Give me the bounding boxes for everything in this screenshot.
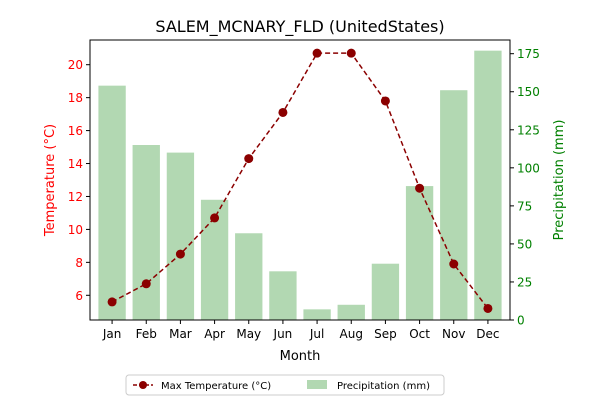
left-axis-tick-label: 12	[68, 190, 83, 204]
precipitation-bar-feb	[132, 145, 160, 320]
precipitation-bar-dec	[474, 50, 502, 321]
temperature-point-jun	[278, 107, 288, 117]
left-axis: 6 8 10 12 14 16 18 20	[68, 58, 90, 303]
temperature-point-jan	[107, 297, 117, 307]
right-axis-tick-label: 25	[517, 275, 532, 289]
precipitation-bar-jul	[303, 309, 331, 320]
temperature-point-oct	[415, 183, 425, 193]
right-axis-tick-label: 175	[517, 47, 540, 61]
precipitation-bars	[98, 50, 502, 321]
temperature-line	[107, 48, 493, 313]
right-axis-tick-label: 75	[517, 199, 532, 213]
temperature-point-aug	[346, 48, 356, 58]
left-axis-tick-label: 18	[68, 91, 83, 105]
temperature-point-may	[244, 154, 254, 164]
temperature-point-apr	[210, 213, 220, 223]
right-axis-tick-label: 0	[517, 314, 525, 328]
precipitation-bar-nov	[440, 90, 468, 320]
precipitation-bar-aug	[337, 304, 365, 320]
right-axis-tick-label: 100	[517, 161, 540, 175]
legend-marker-swatch	[139, 381, 147, 389]
left-axis-tick-label: 14	[68, 157, 83, 171]
right-axis-tick-label: 50	[517, 237, 532, 251]
temperature-point-feb	[141, 279, 151, 289]
x-axis-tick-label: Jul	[309, 327, 324, 341]
left-axis-tick-label: 16	[68, 124, 83, 138]
right-axis-tick-label: 150	[517, 85, 540, 99]
chart-title: SALEM_MCNARY_FLD (UnitedStates)	[155, 17, 444, 37]
x-axis-tick-label: Aug	[340, 327, 363, 341]
x-axis-tick-label: Dec	[476, 327, 499, 341]
legend: Max Temperature (°C) Precipitation (mm)	[125, 374, 445, 396]
x-axis-label: Month	[280, 349, 321, 364]
left-axis-tick-label: 10	[68, 223, 83, 237]
precipitation-bar-sep	[371, 263, 400, 320]
left-axis-tick-label: 6	[75, 289, 83, 303]
x-axis-tick-label: Mar	[169, 327, 192, 341]
precipitation-bar-may	[235, 233, 263, 320]
x-axis-tick-label: May	[236, 327, 261, 341]
legend-label-precipitation: Precipitation (mm)	[337, 381, 430, 392]
temperature-point-jul	[312, 48, 322, 58]
temperature-point-mar	[175, 249, 185, 259]
temperature-point-nov	[449, 259, 459, 269]
temperature-point-sep	[380, 96, 390, 106]
temperature-line-path	[111, 52, 489, 309]
left-axis-tick-label: 8	[75, 256, 83, 270]
x-axis-tick-label: Apr	[204, 327, 225, 341]
precipitation-bar-oct	[405, 186, 434, 320]
right-axis: 0 25 50 75 100 125 150 175	[510, 47, 540, 328]
x-axis-tick-label: Oct	[409, 327, 430, 341]
precipitation-bar-mar	[166, 152, 195, 320]
precipitation-bar-jan	[98, 85, 126, 320]
x-axis-tick-label: Jun	[273, 327, 293, 341]
x-axis-tick-label: Feb	[136, 327, 157, 341]
right-axis-label: Precipitation (mm)	[552, 120, 567, 241]
legend-box	[125, 374, 445, 396]
precipitation-bar-jun	[269, 271, 297, 320]
plot-frame	[89, 39, 511, 321]
x-axis-tick-label: Sep	[374, 327, 397, 341]
legend-label-temperature: Max Temperature (°C)	[161, 381, 271, 392]
x-axis-tick-label: Jan	[102, 327, 122, 341]
left-axis-tick-label: 20	[68, 58, 83, 72]
left-axis-label: Temperature (°C)	[43, 124, 58, 237]
x-axis-tick-label: Nov	[442, 327, 465, 341]
x-axis: Jan Feb Mar Apr May Jun Jul Aug Sep Oct Nov Dec	[102, 320, 500, 341]
legend-bar-swatch	[307, 380, 327, 389]
temperature-point-dec	[483, 303, 493, 313]
right-axis-tick-label: 125	[517, 123, 540, 137]
